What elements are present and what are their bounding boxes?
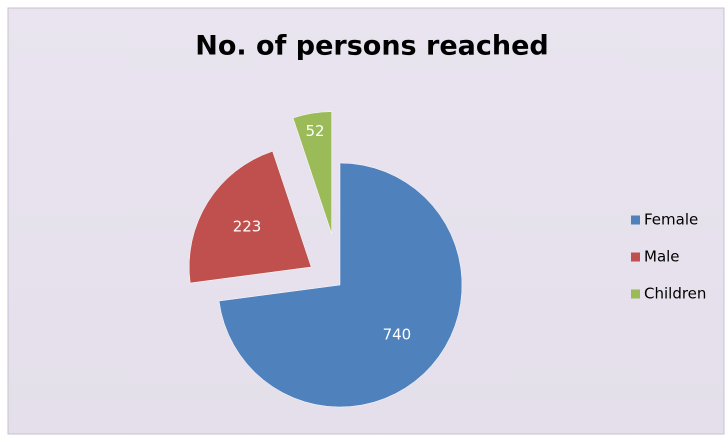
pie-slice (292, 111, 332, 234)
legend-swatch (631, 252, 640, 262)
pie-slice (188, 150, 312, 284)
legend-label: Male (644, 248, 680, 266)
legend-label: Children (644, 285, 706, 303)
legend-swatch (631, 215, 640, 225)
legend-label: Female (644, 211, 698, 229)
chart-title: No. of persons reached (195, 31, 548, 62)
pie-slice (218, 162, 463, 408)
data-label: 223 (233, 217, 262, 235)
data-label: 740 (383, 325, 412, 343)
legend-swatch (631, 289, 640, 299)
data-label: 52 (306, 122, 325, 140)
